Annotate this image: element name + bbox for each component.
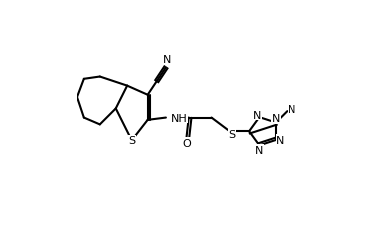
Text: N: N	[276, 135, 285, 145]
Text: N: N	[163, 55, 171, 65]
Text: S: S	[228, 129, 236, 139]
Text: N: N	[272, 114, 280, 123]
Text: S: S	[128, 136, 135, 146]
Text: NH: NH	[170, 113, 187, 123]
Text: O: O	[182, 138, 191, 148]
Text: N: N	[288, 104, 296, 114]
Text: N: N	[253, 110, 261, 120]
Text: N: N	[255, 145, 264, 155]
